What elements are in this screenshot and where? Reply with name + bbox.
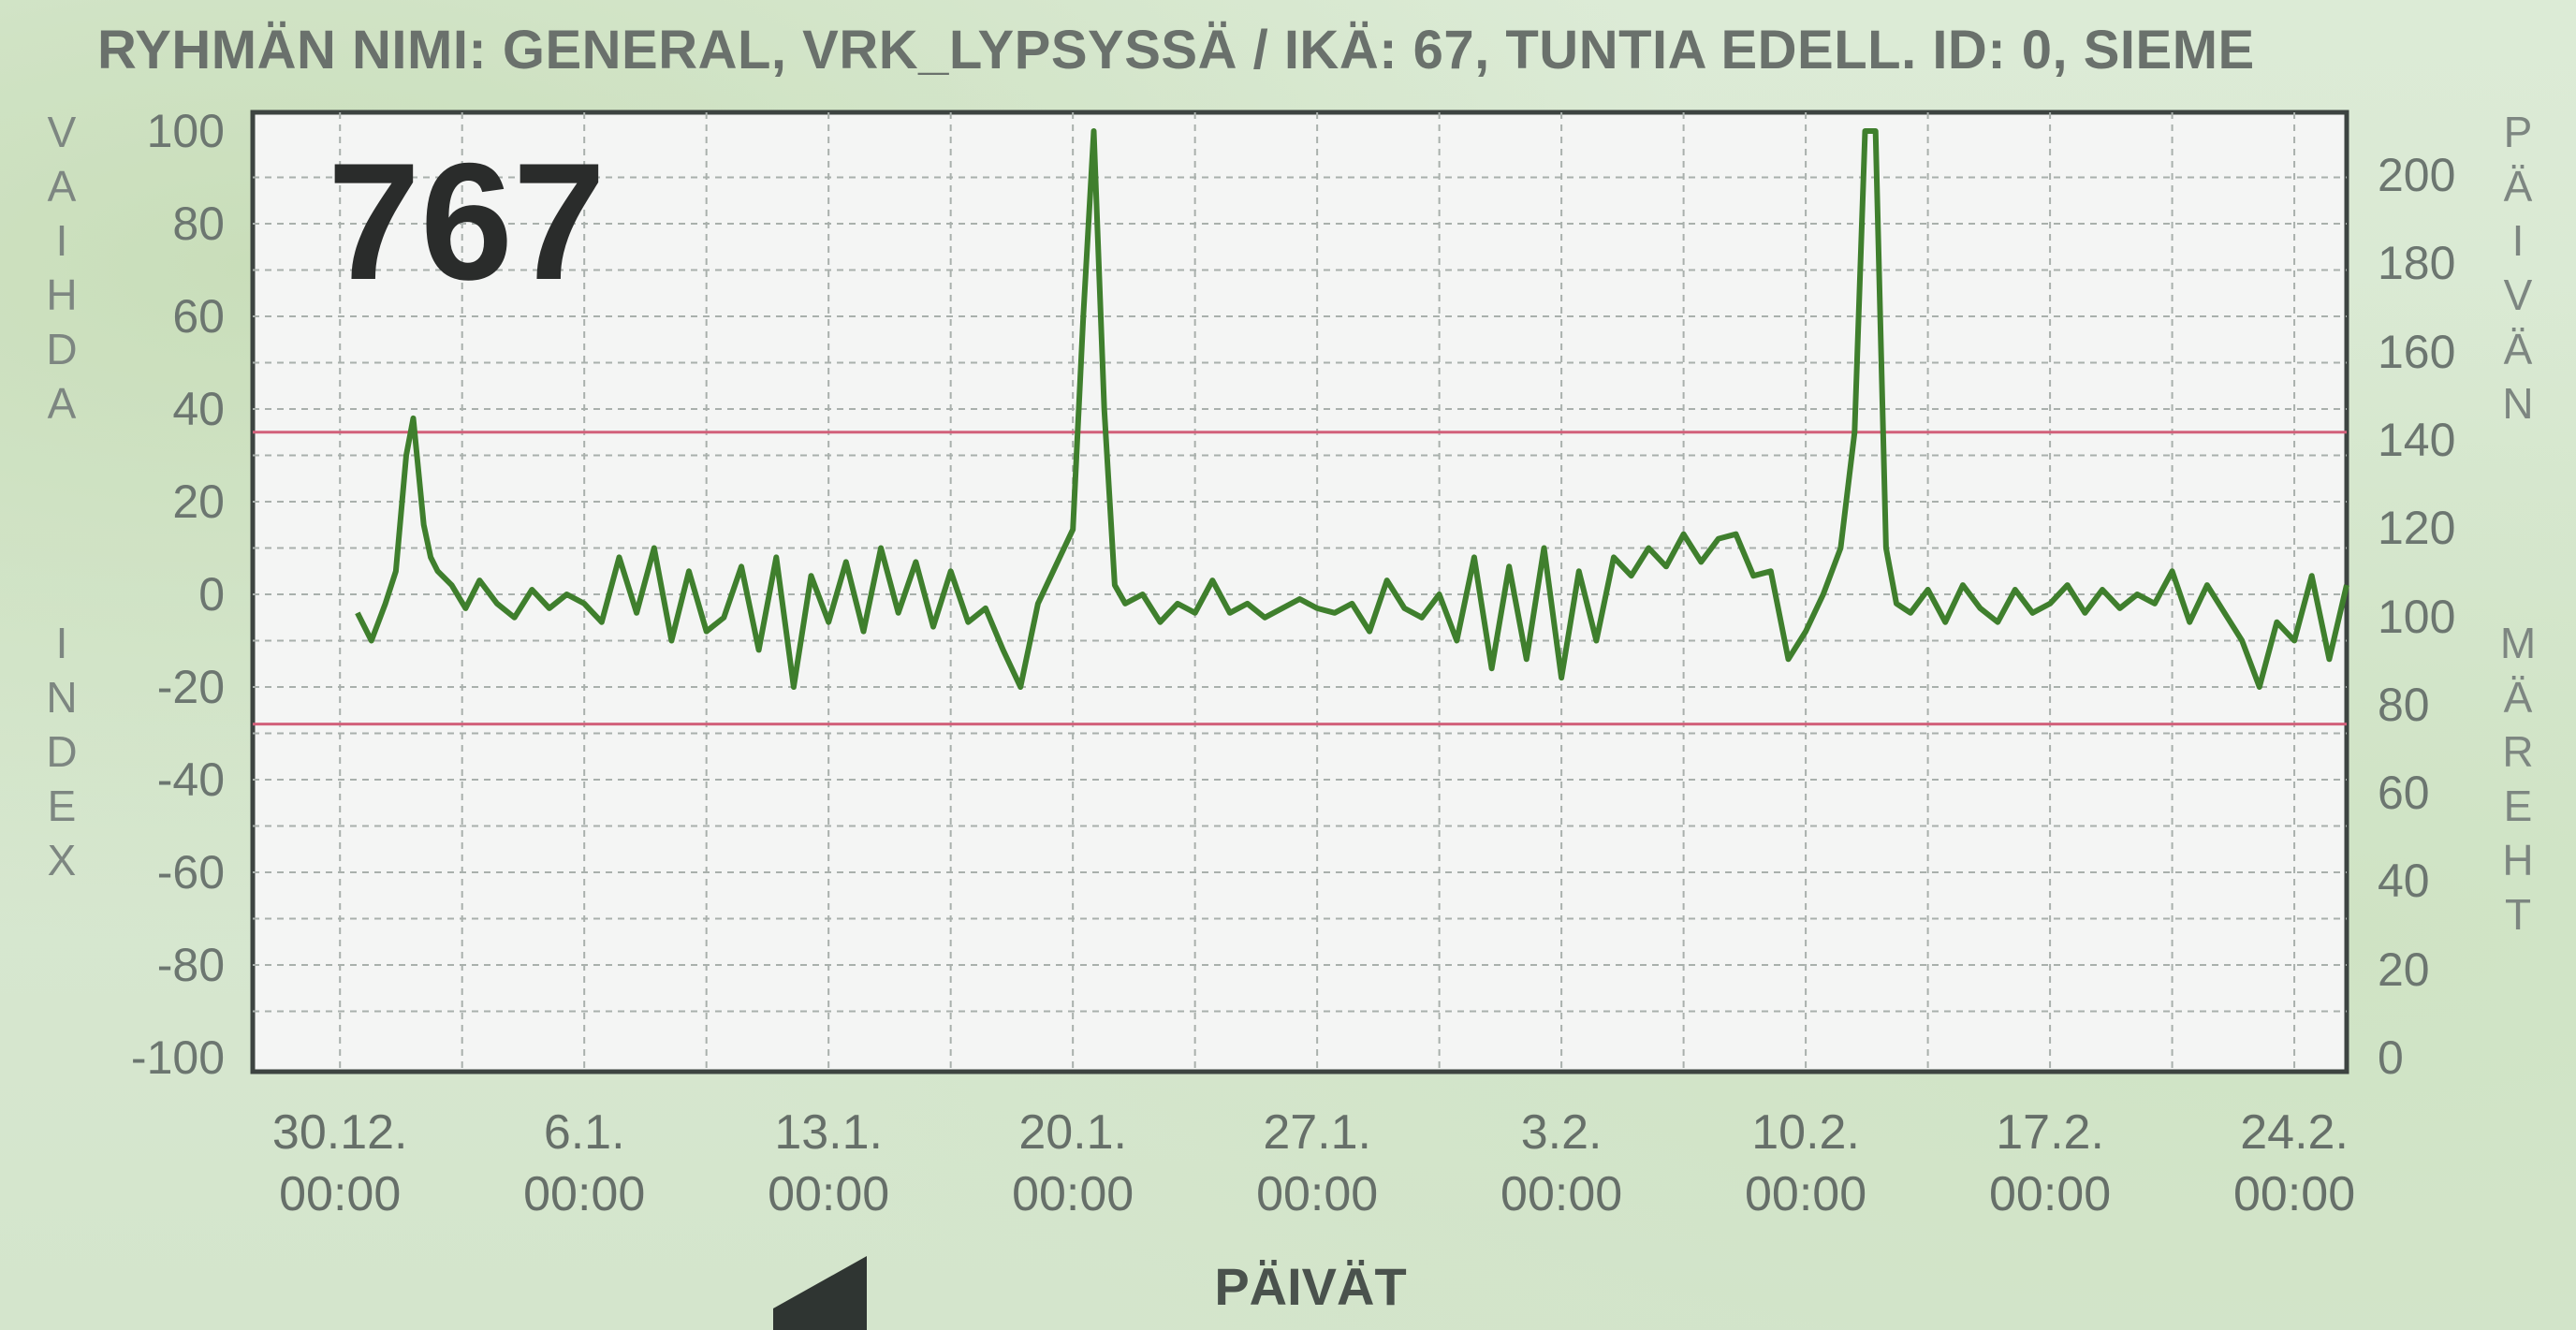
right-y-tick-label: 180 [2378,237,2456,290]
right-y-tick-label: 60 [2378,767,2430,820]
left-y-tick-label: 20 [172,475,225,528]
left-y-tick-label: -20 [156,661,225,713]
x-tick-label: 6.1. 00:00 [481,1104,687,1222]
right-y-tick-label: 140 [2378,414,2456,466]
axis-title-letter: T [2504,890,2532,939]
axis-title-letter: P [2503,108,2533,156]
x-tick-label: 27.1. 00:00 [1214,1104,1420,1222]
left-y-tick-label: 100 [146,105,225,157]
x-tick-date: 30.12. [271,1105,408,1160]
axis-title-letter: H [2502,836,2534,884]
grid-lines [253,112,2347,1072]
x-tick-time: 00:00 [279,1167,402,1221]
right-y-tick-label: 20 [2378,943,2430,996]
left-y-tick-label: -60 [156,846,225,899]
plot-area [250,110,2349,1074]
x-tick-time: 00:00 [1989,1167,2112,1221]
x-tick-time: 00:00 [1500,1167,1623,1221]
axis-title-letter: Ä [2503,673,2533,722]
series-layer [355,128,2349,690]
axis-title-letter: E [47,782,77,830]
axis-title-letter: I [55,619,68,667]
right-y-tick-label: 100 [2378,590,2456,643]
left-y-tick-label: -40 [156,753,225,806]
x-tick-label: 30.12. 00:00 [237,1104,443,1222]
left-y-tick-label: -100 [130,1031,225,1084]
axis-title-letter: A [47,379,77,428]
axis-title-letter: N [46,673,78,722]
back-arrow-icon[interactable] [769,1254,872,1330]
right-y-tick-label: 120 [2378,502,2456,555]
axis-title-letter: D [46,727,78,776]
axis-title-letter: X [47,836,77,884]
axis-title-letter: I [55,216,68,265]
right-y-tick-label: 80 [2378,678,2430,731]
x-tick-time: 00:00 [2232,1167,2356,1221]
right-y-tick-label: 160 [2378,325,2456,378]
axis-title-letter: D [46,325,78,373]
series-line [355,128,2349,690]
x-tick-time: 00:00 [1256,1167,1379,1221]
left-y-tick-label: 0 [198,568,225,621]
x-tick-date: 27.1. [1263,1105,1371,1160]
right-y-tick-label: 0 [2378,1031,2404,1084]
threshold-lines [253,431,2347,726]
x-axis-label: PÄIVÄT [1214,1257,1407,1316]
axis-title-letter: A [47,162,77,211]
x-tick-date: 13.1. [774,1105,883,1160]
axis-title-letter: V [2503,270,2533,319]
x-tick-label: 10.2. 00:00 [1703,1104,1909,1222]
left-y-tick-label: 40 [172,383,225,435]
x-tick-label: 24.2. 00:00 [2191,1104,2397,1222]
x-tick-date: 6.1. [543,1105,625,1160]
x-tick-label: 13.1. 00:00 [725,1104,931,1222]
x-tick-label: 20.1. 00:00 [970,1104,1176,1222]
x-tick-date: 24.2. [2240,1105,2349,1160]
axis-title-letter: E [2503,782,2533,830]
x-tick-date: 17.2. [1996,1105,2104,1160]
x-tick-label: 17.2. 00:00 [1947,1104,2153,1222]
axis-title-letter: Ä [2503,162,2533,211]
x-tick-date: 20.1. [1018,1105,1127,1160]
axis-title-letter: I [2511,216,2525,265]
x-tick-time: 00:00 [523,1167,646,1221]
axis-title-letter: H [46,270,78,319]
left-y-tick-label: -80 [156,939,225,991]
axis-title-letter: Ä [2503,325,2533,373]
x-tick-time: 00:00 [1012,1167,1134,1221]
axis-title-letter: N [2502,379,2534,428]
axis-title-letter: M [2499,619,2537,667]
x-tick-date: 10.2. [1751,1105,1860,1160]
left-y-tick-label: 60 [172,290,225,343]
right-y-tick-label: 200 [2378,149,2456,202]
x-tick-date: 3.2. [1520,1105,1603,1160]
axis-title-letter: R [2502,727,2534,776]
group-info-header: RYHMÄN NIMI: GENERAL, VRK_LYPSYSSÄ / IKÄ… [97,20,2255,80]
axis-title-letter: V [47,108,77,156]
right-y-tick-label: 40 [2378,855,2430,908]
x-tick-time: 00:00 [768,1167,890,1221]
x-tick-time: 00:00 [1745,1167,1867,1221]
x-tick-label: 3.2. 00:00 [1458,1104,1664,1222]
left-y-tick-label: 80 [172,197,225,250]
current-value-display: 767 [328,128,606,314]
